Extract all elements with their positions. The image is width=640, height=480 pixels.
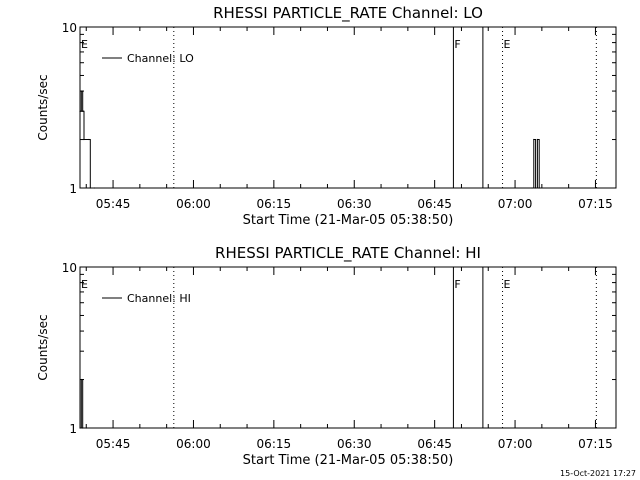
event-marker-label: E	[81, 278, 88, 291]
chart-title: RHESSI PARTICLE_RATE Channel: HI	[215, 244, 481, 263]
data-point	[536, 138, 538, 141]
legend-label: Channel: LO	[127, 52, 194, 65]
x-tick-label: 06:00	[176, 437, 211, 451]
chart-title: RHESSI PARTICLE_RATE Channel: LO	[213, 4, 483, 23]
x-tick-label: 06:45	[417, 197, 452, 211]
x-tick-label: 06:30	[337, 197, 372, 211]
x-tick-label: 06:30	[337, 437, 372, 451]
x-tick-label: 05:45	[96, 197, 131, 211]
y-tick-label: 10	[62, 261, 77, 275]
data-point	[82, 427, 84, 429]
x-tick-label: 07:00	[498, 197, 533, 211]
data-point	[531, 187, 533, 189]
x-axis-label: Start Time (21-Mar-05 05:38:50)	[243, 453, 454, 468]
x-tick-label: 07:00	[498, 437, 533, 451]
y-tick-label: 10	[62, 21, 77, 35]
plot-frame	[79, 266, 617, 429]
x-tick-label: 06:45	[417, 437, 452, 451]
footer-timestamp: 15-Oct-2021 17:27	[560, 469, 636, 478]
x-tick-label: 06:00	[176, 197, 211, 211]
x-axis-label: Start Time (21-Mar-05 05:38:50)	[243, 213, 454, 228]
data-point	[85, 427, 87, 429]
x-tick-label: 06:15	[257, 437, 292, 451]
event-marker-label: F	[454, 278, 460, 291]
data-point	[83, 138, 85, 141]
x-tick-label: 07:15	[578, 437, 613, 451]
data-point	[88, 138, 90, 141]
y-tick-label: 1	[69, 422, 77, 436]
x-tick-label: 05:45	[96, 437, 131, 451]
y-tick-label: 1	[69, 182, 77, 196]
series-line	[80, 90, 540, 189]
plot-frame	[79, 26, 617, 189]
data-point	[80, 90, 82, 92]
data-point	[533, 138, 535, 141]
x-tick-label: 07:15	[578, 197, 613, 211]
y-axis-label: Counts/sec	[36, 74, 50, 140]
event-marker-label: E	[81, 38, 88, 51]
data-point	[82, 110, 84, 112]
data-point	[538, 187, 540, 189]
data-point	[535, 187, 537, 189]
event-marker-label: F	[454, 38, 460, 51]
data-point	[79, 110, 81, 112]
event-marker-label: E	[504, 38, 511, 51]
data-point	[79, 427, 81, 429]
x-tick-label: 06:15	[257, 197, 292, 211]
legend-label: Channel: HI	[127, 292, 191, 305]
data-point	[89, 187, 91, 189]
series-line	[80, 379, 87, 429]
data-point	[80, 378, 82, 381]
y-axis-label: Counts/sec	[36, 314, 50, 380]
data-point	[93, 187, 95, 189]
event-marker-label: E	[504, 278, 511, 291]
